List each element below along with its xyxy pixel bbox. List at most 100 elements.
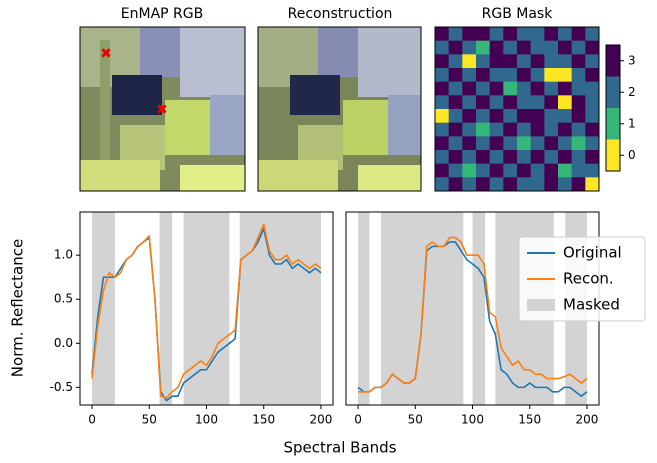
colorbar-segment <box>606 140 620 172</box>
masked-region <box>358 212 369 405</box>
mask-cell <box>558 109 572 123</box>
masked-region <box>184 212 230 405</box>
mask-cell <box>476 109 490 123</box>
mask-cell <box>585 177 599 191</box>
mask-cell <box>449 54 463 68</box>
masked-region <box>473 212 486 405</box>
mask-cell <box>544 95 558 109</box>
mask-cell <box>544 41 558 55</box>
mask-cell <box>476 136 490 150</box>
mask-cell <box>449 27 463 41</box>
mask-cell <box>572 68 586 82</box>
x-tick-label: 200 <box>576 413 599 427</box>
mask-cell <box>517 41 531 55</box>
x-tick-label: 50 <box>408 413 423 427</box>
mask-cell <box>449 177 463 191</box>
legend-label: Original <box>563 244 622 262</box>
mask-cell <box>435 136 449 150</box>
mask-cell <box>531 54 545 68</box>
mask-cell <box>435 54 449 68</box>
mask-cell <box>503 27 517 41</box>
y-tick-label: -0.5 <box>50 380 73 394</box>
mask-cell <box>490 27 504 41</box>
mask-cell <box>585 68 599 82</box>
mask-cell <box>531 68 545 82</box>
mask-cell <box>449 136 463 150</box>
masked-region <box>92 212 115 405</box>
mask-cell <box>572 109 586 123</box>
x-axis-label: Spectral Bands <box>283 439 396 457</box>
mask-cell <box>449 109 463 123</box>
mask-cell <box>435 164 449 178</box>
mask-cell <box>531 164 545 178</box>
mask-cell <box>476 123 490 137</box>
reconstruction-image <box>258 27 421 191</box>
mask-cell <box>435 27 449 41</box>
mask-cell <box>449 41 463 55</box>
mask-cell <box>531 27 545 41</box>
chart-title: RGB Mask <box>482 6 554 22</box>
mask-cell <box>544 27 558 41</box>
mask-cell <box>435 177 449 191</box>
mask-cell <box>490 95 504 109</box>
mask-cell <box>449 164 463 178</box>
legend-swatch <box>527 299 555 311</box>
mask-cell <box>517 136 531 150</box>
mask-cell <box>585 136 599 150</box>
mask-cell <box>449 82 463 96</box>
masked-region <box>160 212 173 405</box>
x-tick-label: 200 <box>310 413 333 427</box>
mask-cell <box>490 164 504 178</box>
mask-cell <box>462 136 476 150</box>
mask-cell <box>490 109 504 123</box>
mask-cell <box>476 177 490 191</box>
mask-cell <box>462 68 476 82</box>
rgb-image: ✖ ✖ <box>80 27 245 191</box>
colorbar-segment <box>606 108 620 140</box>
mask-cell <box>462 95 476 109</box>
mask-cell <box>435 109 449 123</box>
mask-cell <box>476 164 490 178</box>
mask-cell <box>585 54 599 68</box>
mask-cell <box>585 109 599 123</box>
mask-cell <box>435 41 449 55</box>
mask-cell <box>558 54 572 68</box>
mask-cell <box>558 136 572 150</box>
mask-cell <box>585 164 599 178</box>
mask-cell <box>558 68 572 82</box>
mask-cell <box>476 150 490 164</box>
mask-cell <box>517 82 531 96</box>
mask-cell <box>572 95 586 109</box>
mask-cell <box>585 82 599 96</box>
mask-cell <box>544 150 558 164</box>
mask-cell <box>503 68 517 82</box>
svg-text:✖: ✖ <box>156 102 168 118</box>
mask-cell <box>558 95 572 109</box>
mask-cell <box>476 68 490 82</box>
y-axis-label: Norm. Reflectance <box>9 239 27 377</box>
mask-cell <box>531 82 545 96</box>
image-title: Reconstruction <box>288 6 393 22</box>
mask-cell <box>572 164 586 178</box>
mask-cell <box>572 136 586 150</box>
legend-label: Masked <box>563 296 620 314</box>
mask-cell <box>572 27 586 41</box>
mask-cell <box>585 41 599 55</box>
mask-cell <box>572 177 586 191</box>
mask-cell <box>585 27 599 41</box>
mask-cell <box>503 123 517 137</box>
x-tick-label: 150 <box>518 413 541 427</box>
x-tick-label: 150 <box>252 413 275 427</box>
mask-cell <box>517 177 531 191</box>
mask-cell <box>572 150 586 164</box>
mask-cell <box>531 123 545 137</box>
mask-cell <box>572 82 586 96</box>
mask-cell <box>476 82 490 96</box>
figure: ✖ ✖ EnMAP RGB Reconstruction Norm. Refle… <box>0 0 657 459</box>
mask-cell <box>517 95 531 109</box>
mask-cell <box>476 54 490 68</box>
mask-cell <box>503 41 517 55</box>
mask-cell <box>490 68 504 82</box>
mask-cell <box>462 82 476 96</box>
